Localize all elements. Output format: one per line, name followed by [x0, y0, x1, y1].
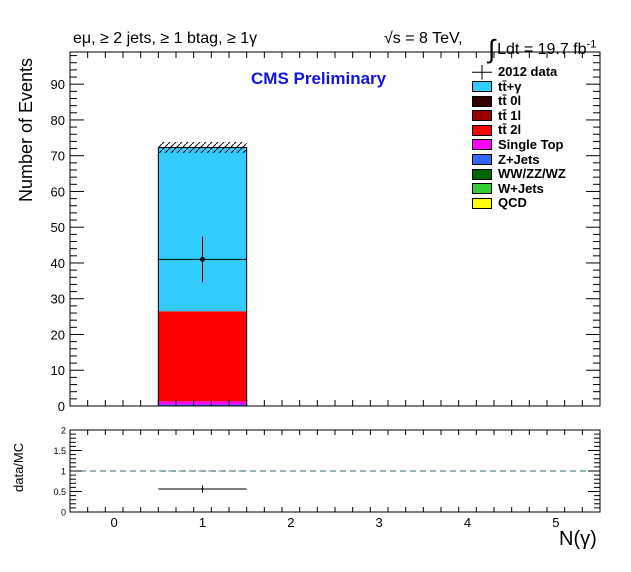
ratio-y-tick-label: 2 — [61, 426, 66, 436]
cms-preliminary-label: CMS Preliminary — [251, 69, 387, 88]
legend-label: tt̄ 1l — [498, 107, 522, 123]
y-tick-label: 90 — [51, 77, 65, 92]
legend-label: 2012 data — [498, 64, 558, 79]
x-tick-label: 4 — [464, 515, 471, 530]
legend-swatch — [472, 154, 492, 166]
legend-swatch — [472, 81, 492, 93]
energy-label: √s = 8 TeV, — [384, 30, 463, 47]
legend-label: tt̄+γ — [498, 78, 522, 94]
y-tick-label: 0 — [58, 399, 65, 414]
stack-bar-segment — [158, 147, 247, 312]
legend-label: Single Top — [498, 136, 564, 152]
x-tick-label: 0 — [111, 515, 118, 530]
y-tick-label: 70 — [51, 149, 65, 164]
stack-bar-segment — [158, 404, 247, 406]
x-axis-label: N(γ) — [559, 528, 597, 550]
main-y-axis-label: Number of Events — [16, 57, 36, 202]
stack-uncertainty-band — [158, 142, 247, 153]
luminosity-text: Ldt = 19.7 fb — [497, 41, 587, 58]
y-tick-label: 30 — [51, 292, 65, 307]
x-tick-label: 1 — [199, 515, 206, 530]
data-marker-icon — [472, 65, 492, 80]
x-tick-label: 3 — [376, 515, 383, 530]
ratio-y-axis-label: data/MC — [11, 442, 26, 492]
x-tick-label: 2 — [287, 515, 294, 530]
luminosity-exponent: -1 — [586, 38, 597, 51]
legend-swatch — [472, 95, 492, 107]
data-point — [200, 256, 205, 262]
legend-swatch — [472, 139, 492, 151]
legend-label: tt̄ 0l — [498, 93, 522, 109]
luminosity-label: ∫ Ldt = 19.7 fb-1 — [488, 30, 597, 64]
legend-label: Z+Jets — [498, 151, 540, 167]
ratio-y-tick-label: 0 — [61, 508, 66, 518]
integral-symbol: ∫ — [488, 34, 496, 64]
y-tick-label: 40 — [51, 256, 65, 271]
legend-swatch — [472, 197, 492, 209]
stack-bar-segment — [158, 401, 247, 405]
legend-label: WW/ZZ/WZ — [498, 166, 566, 182]
ratio-y-tick-label: 1.5 — [53, 446, 66, 456]
x-tick-label: 5 — [552, 515, 559, 530]
main-plot: 0 10 20 30 40 50 60 70 80 90 — [51, 51, 601, 414]
legend-swatch — [472, 168, 492, 180]
ratio-point — [201, 487, 204, 491]
y-tick-label: 80 — [51, 113, 65, 128]
legend-swatch — [472, 110, 492, 122]
legend-label: QCD — [498, 195, 527, 211]
legend-swatch — [472, 183, 492, 195]
legend-label: tt̄ 2l — [498, 122, 522, 138]
legend-swatch — [472, 124, 492, 136]
selection-label: eμ, ≥ 2 jets, ≥ 1 btag, ≥ 1γ — [73, 30, 258, 47]
ratio-y-tick-label: 0.5 — [53, 487, 66, 497]
legend-label: W+Jets — [498, 180, 544, 196]
ratio-y-tick-label: 1 — [61, 467, 66, 477]
y-tick-label: 10 — [51, 363, 65, 378]
y-tick-label: 20 — [51, 327, 65, 342]
y-tick-label: 50 — [51, 220, 65, 235]
stack-bar-segment — [158, 311, 247, 402]
ratio-plot: 0 0.5 1 1.5 2 0 1 2 3 4 5 — [53, 426, 601, 530]
y-tick-label: 60 — [51, 184, 65, 199]
